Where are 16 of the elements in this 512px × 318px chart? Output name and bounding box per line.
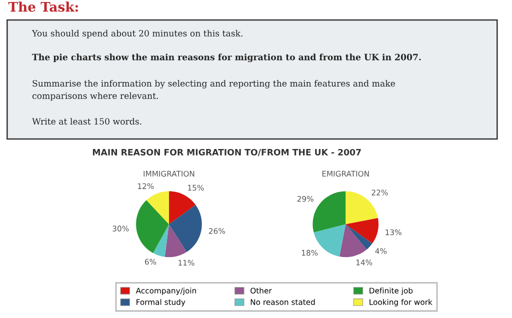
pie-slice [136, 200, 169, 254]
pie-slice [164, 224, 187, 258]
text: Write at least 150 words. [32, 118, 142, 125]
text: The pie charts show the main reasons for migration to and from the UK in 2007. [32, 54, 421, 62]
pie-slice [153, 224, 169, 257]
pie-slice [168, 191, 196, 224]
pie-slice [146, 191, 169, 224]
text: Summarise the information by selecting and reporting the main features and make comparisons where relevant. [32, 80, 395, 101]
pie-slice [339, 224, 367, 258]
text: The Task: [8, 2, 78, 12]
text: MAIN REASON FOR MIGRATION TO/FROM THE UK - 2007 [92, 148, 361, 156]
pie-slice [346, 218, 379, 244]
pie-slice [346, 224, 372, 250]
text: You should spend about 20 minutes on this task. [32, 30, 242, 38]
pie-slice [312, 191, 346, 232]
pie-slice [168, 204, 202, 252]
